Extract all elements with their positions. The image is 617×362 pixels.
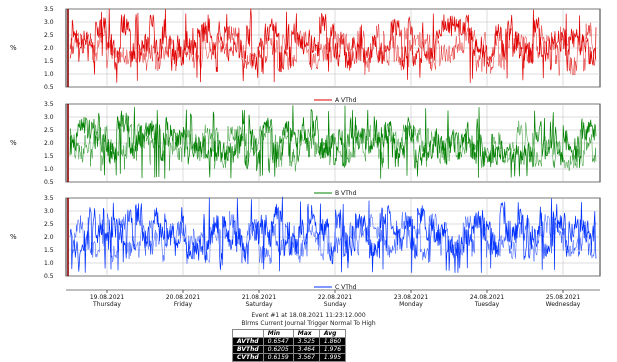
x-tick-day-label: Friday xyxy=(174,301,193,308)
y-tick-label: 1.5 xyxy=(44,58,54,65)
stats-avg: 1.860 xyxy=(318,337,347,346)
y-axis-label: % xyxy=(10,233,17,241)
y-axis-label: % xyxy=(10,139,17,147)
x-tick-day-label: Saturday xyxy=(245,301,272,308)
y-tick-label: 2.0 xyxy=(44,234,54,241)
legend-label: C VThd xyxy=(335,284,357,291)
stats-min: 0.6547 xyxy=(262,337,294,346)
series-line xyxy=(69,196,597,273)
x-tick-label: 19.08.2021 xyxy=(90,294,125,301)
x-tick-day-label: Wednesday xyxy=(546,301,581,308)
series-line xyxy=(69,211,597,266)
y-tick-label: 2.5 xyxy=(44,32,54,39)
legend-label: B VThd xyxy=(335,190,357,197)
stats-header-min: Min xyxy=(262,329,294,338)
y-tick-label: 0.5 xyxy=(44,179,54,186)
stats-row-label: AVThd xyxy=(232,337,264,346)
stats-min: 0.6205 xyxy=(262,345,294,354)
x-tick-label: 25.08.2021 xyxy=(546,294,581,301)
y-tick-label: 3.0 xyxy=(44,19,54,26)
x-tick-day-label: Monday xyxy=(399,301,423,308)
event-title: Event #1 at 18.08.2021 11:23:12.000 xyxy=(251,312,366,319)
series-line xyxy=(69,8,597,83)
x-tick-day-label: Tuesday xyxy=(474,301,500,308)
stats-table: Min Max Avg AVThd 0.6547 3.525 1.860 BVT… xyxy=(232,329,347,362)
y-tick-label: 0.5 xyxy=(44,84,54,91)
stats-header-blank xyxy=(232,329,264,338)
stats-row-label: BVThd xyxy=(232,345,264,354)
stats-row-b: BVThd 0.6205 3.464 1.976 xyxy=(232,345,347,354)
y-tick-label: 1.0 xyxy=(44,71,54,78)
y-tick-label: 1.0 xyxy=(44,260,54,267)
y-tick-label: 3.5 xyxy=(44,195,54,202)
y-tick-label: 1.5 xyxy=(44,247,54,254)
y-tick-label: 3.5 xyxy=(44,6,54,13)
x-tick-label: 20.08.2021 xyxy=(166,294,201,301)
stats-row-a: AVThd 0.6547 3.525 1.860 xyxy=(232,337,347,346)
y-tick-label: 3.0 xyxy=(44,114,54,121)
x-tick-label: 21.08.2021 xyxy=(242,294,277,301)
x-tick-label: 23.08.2021 xyxy=(394,294,429,301)
stats-avg: 1.976 xyxy=(318,345,347,354)
series-line xyxy=(69,22,597,76)
y-tick-label: 2.0 xyxy=(44,140,54,147)
event-subtitle: Blrms Current Journal Trigger Normal To … xyxy=(241,320,376,327)
y-tick-label: 0.5 xyxy=(44,273,54,280)
x-tick-day-label: Thursday xyxy=(92,301,121,308)
stats-header-row: Min Max Avg xyxy=(232,329,347,338)
y-tick-label: 2.5 xyxy=(44,221,54,228)
y-tick-label: 2.0 xyxy=(44,45,54,52)
x-tick-label: 22.08.2021 xyxy=(318,294,353,301)
y-tick-label: 3.5 xyxy=(44,101,54,108)
y-tick-label: 1.5 xyxy=(44,153,54,160)
series-line xyxy=(69,118,597,173)
y-axis-label: % xyxy=(10,44,17,52)
x-tick-day-label: Sunday xyxy=(324,301,347,308)
stats-max: 3.464 xyxy=(292,345,320,354)
y-tick-label: 1.0 xyxy=(44,166,54,173)
y-tick-label: 3.0 xyxy=(44,208,54,215)
x-tick-label: 24.08.2021 xyxy=(470,294,505,301)
stats-header-max: Max xyxy=(292,329,320,338)
legend-label: A VThd xyxy=(335,97,357,104)
stats-header-avg: Avg xyxy=(318,329,347,338)
y-tick-label: 2.5 xyxy=(44,127,54,134)
stats-max: 3.525 xyxy=(292,337,320,346)
